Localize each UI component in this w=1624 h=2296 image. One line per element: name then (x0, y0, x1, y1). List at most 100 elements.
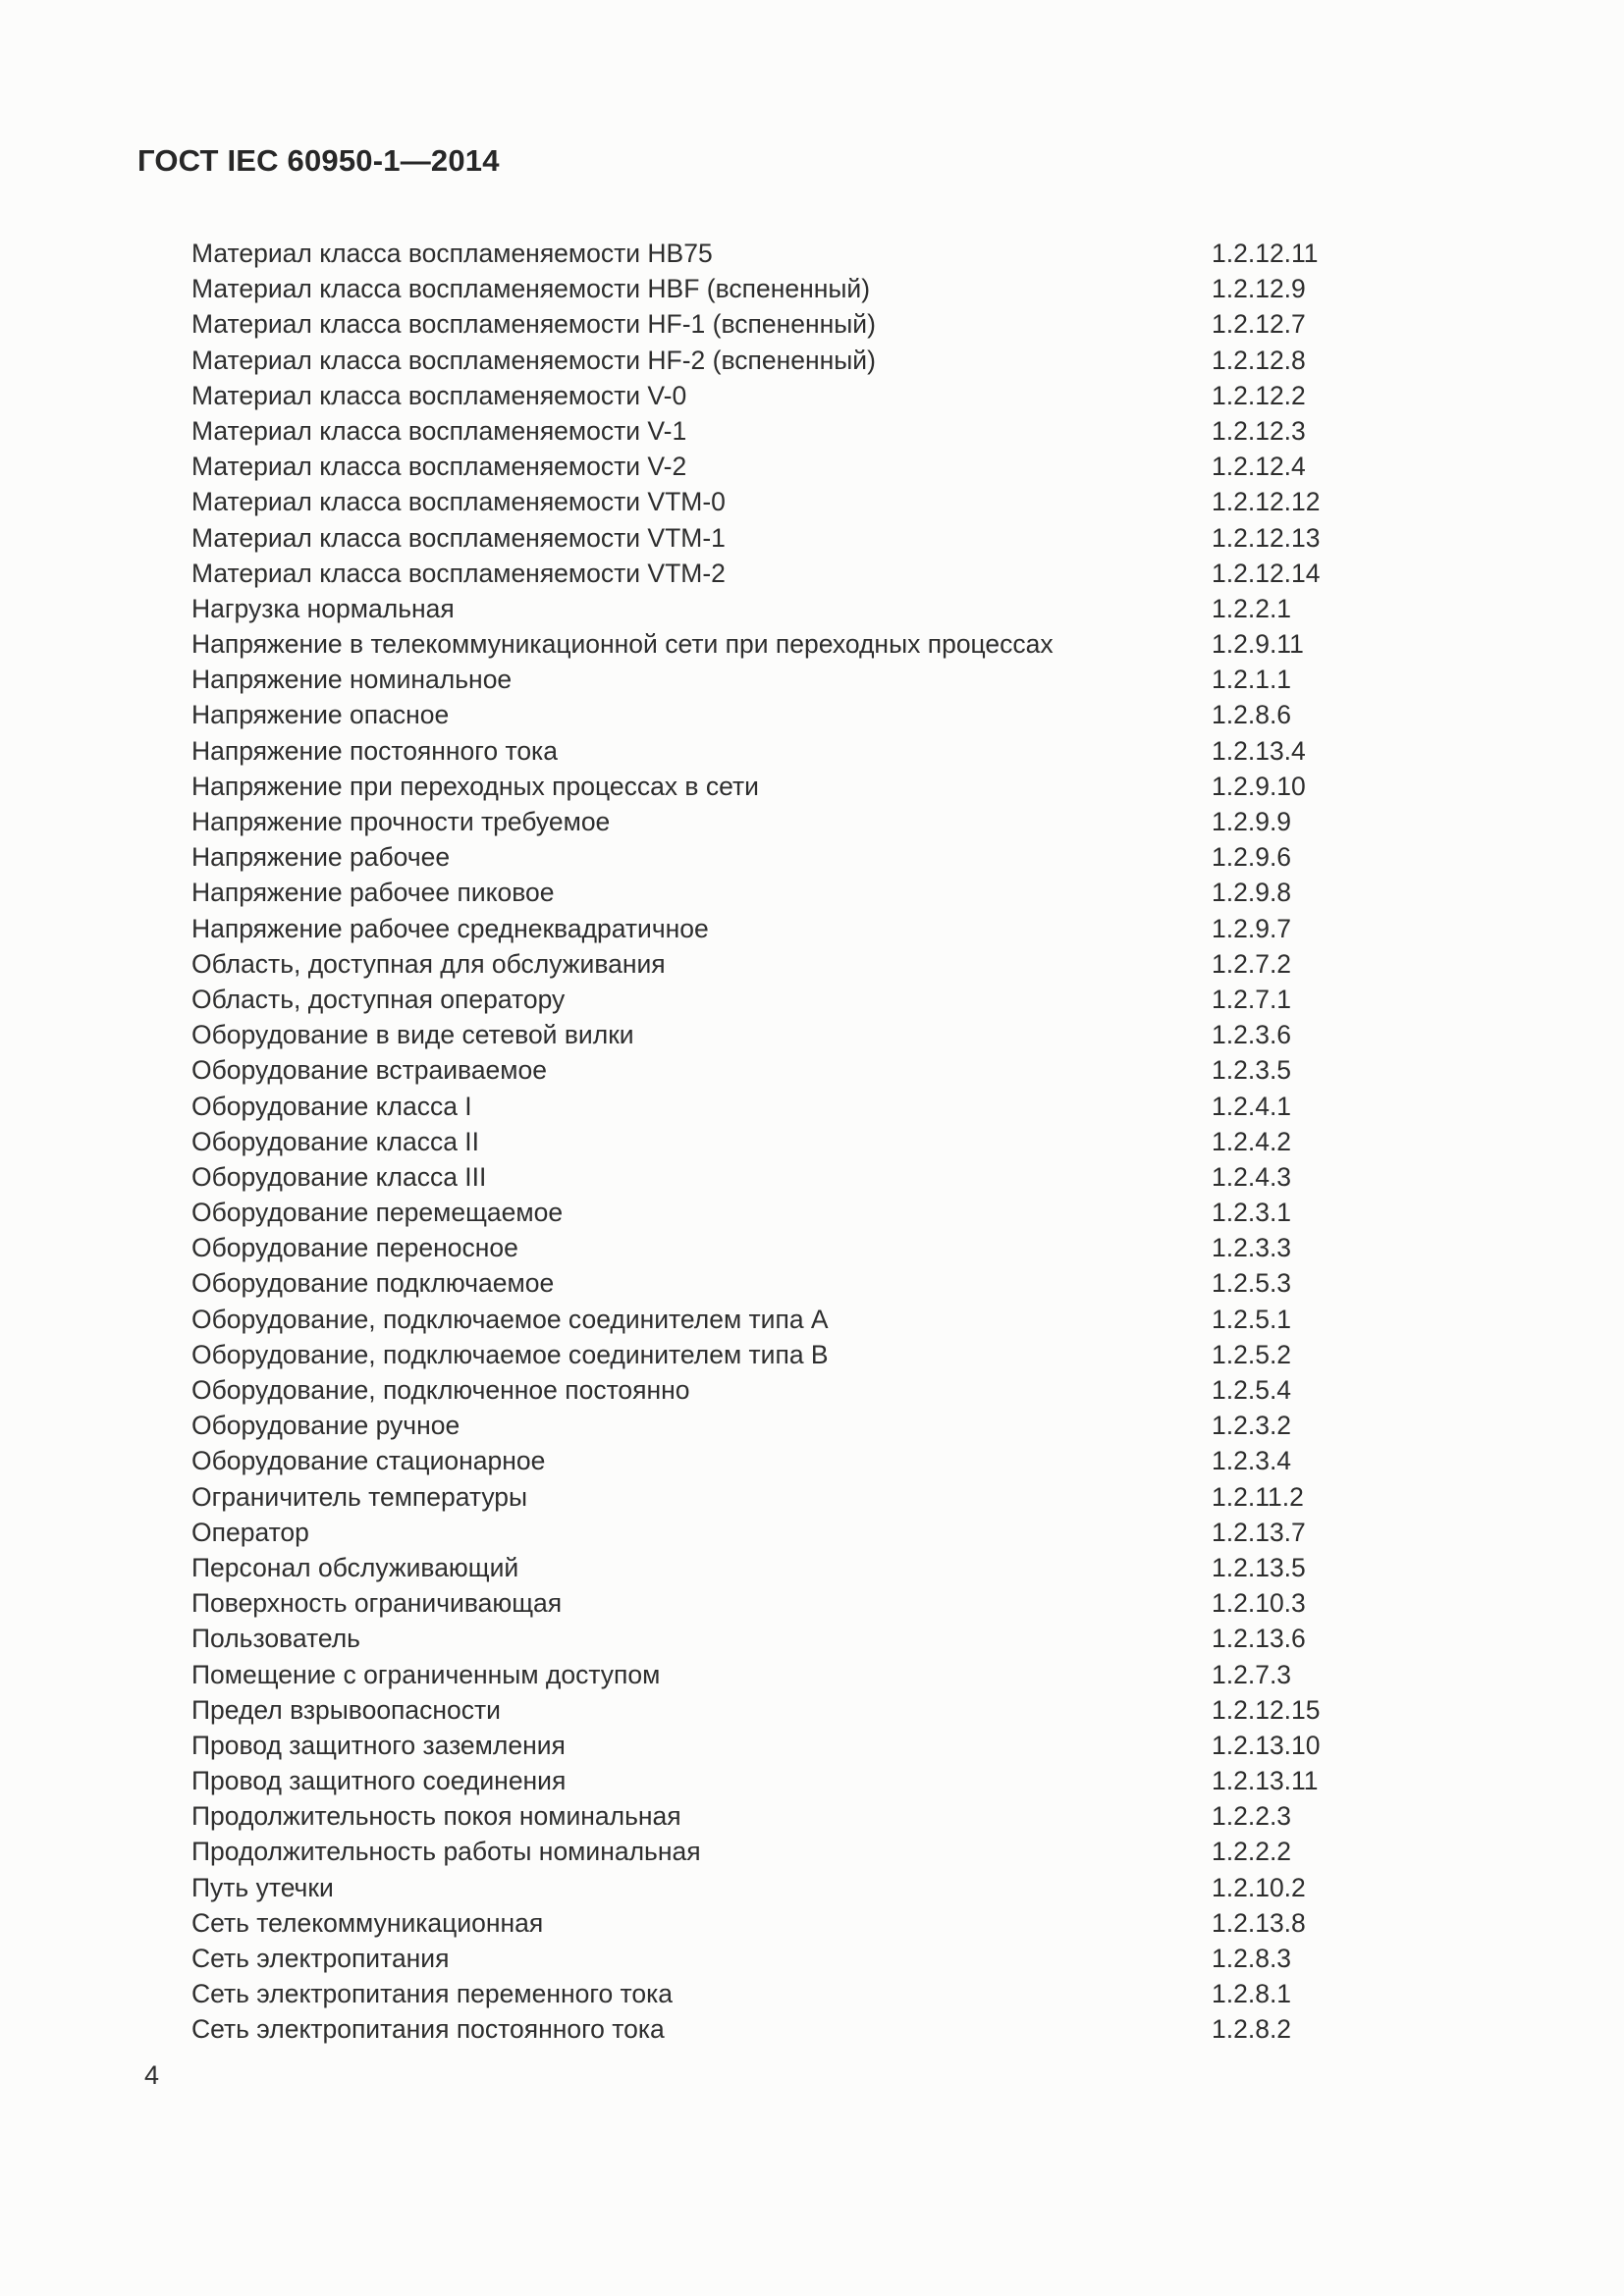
section-ref: 1.2.9.6 (1212, 842, 1292, 873)
section-ref: 1.2.4.1 (1212, 1091, 1292, 1121)
section-ref: 1.2.5.1 (1212, 1304, 1292, 1334)
section-ref: 1.2.3.5 (1212, 1055, 1292, 1086)
term-label: Напряжение рабочее среднеквадратичное (191, 913, 709, 943)
index-entry: Провод защитного заземления 1.2.13.10 (191, 1728, 1586, 1763)
section-ref: 1.2.12.15 (1212, 1694, 1321, 1725)
term-label: Провод защитного заземления (191, 1730, 566, 1760)
section-ref: 1.2.8.1 (1212, 1979, 1292, 2009)
term-label: Область, доступная оператору (191, 984, 566, 1014)
section-ref: 1.2.4.2 (1212, 1126, 1292, 1156)
document-header: ГОСТ IEC 60950-1—2014 (137, 143, 500, 178)
index-entry: Ограничитель температуры 1.2.11.2 (191, 1479, 1586, 1515)
term-label: Сеть электропитания постоянного тока (191, 2014, 665, 2045)
index-entry: Оборудование, подключаемое соединителем … (191, 1337, 1586, 1372)
index-entry: Материал класса воспламеняемости HF-2 (в… (191, 343, 1586, 378)
section-ref: 1.2.13.7 (1212, 1517, 1306, 1547)
term-label: Путь утечки (191, 1872, 334, 1902)
term-label: Сеть электропитания переменного тока (191, 1979, 674, 2009)
term-label: Оборудование, подключаемое соединителем … (191, 1304, 829, 1334)
term-label: Пользователь (191, 1624, 360, 1654)
index-entry: Оборудование встраиваемое 1.2.3.5 (191, 1052, 1586, 1088)
term-label: Оборудование стационарное (191, 1446, 546, 1476)
term-label: Продолжительность покоя номинальная (191, 1801, 681, 1832)
term-label: Напряжение в телекоммуникационной сети п… (191, 629, 1054, 660)
term-label: Поверхность ограничивающая (191, 1588, 563, 1619)
index-entry: Напряжение постоянного тока 1.2.13.4 (191, 733, 1586, 769)
index-entry: Оборудование, подключаемое соединителем … (191, 1302, 1586, 1337)
term-label: Провод защитного соединения (191, 1766, 567, 1796)
index-entry: Напряжение рабочее 1.2.9.6 (191, 839, 1586, 875)
term-label: Оборудование, подключаемое соединителем … (191, 1339, 829, 1369)
term-label: Напряжение постоянного тока (191, 735, 558, 766)
index-entry: Оборудование класса III 1.2.4.3 (191, 1159, 1586, 1195)
section-ref: 1.2.8.3 (1212, 1944, 1292, 1973)
index-entry: Продолжительность работы номинальная 1.2… (191, 1834, 1586, 1869)
term-label: Персонал обслуживающий (191, 1552, 519, 1582)
index-entry: Материал класса воспламеняемости HBF (вс… (191, 271, 1586, 306)
section-ref: 1.2.12.4 (1212, 452, 1306, 482)
section-ref: 1.2.12.9 (1212, 274, 1306, 304)
index-entry: Персонал обслуживающий 1.2.13.5 (191, 1550, 1586, 1585)
index-entry: Оборудование перемещаемое 1.2.3.1 (191, 1195, 1586, 1230)
section-ref: 1.2.3.4 (1212, 1446, 1292, 1476)
term-label: Оборудование переносное (191, 1233, 518, 1263)
index-entry: Материал класса воспламеняемости HF-1 (в… (191, 306, 1586, 342)
section-ref: 1.2.2.3 (1212, 1801, 1292, 1832)
section-ref: 1.2.3.1 (1212, 1198, 1292, 1228)
section-ref: 1.2.9.8 (1212, 878, 1292, 908)
index-list: Материал класса воспламеняемости HB75 1.… (191, 236, 1586, 2048)
term-label: Напряжение опасное (191, 700, 450, 730)
index-entry: Сеть электропитания переменного тока 1.2… (191, 1976, 1586, 2011)
term-label: Оператор (191, 1517, 309, 1547)
index-entry: Материал класса воспламеняемости VTM-2 1… (191, 556, 1586, 591)
section-ref: 1.2.12.11 (1212, 239, 1319, 268)
index-entry: Напряжение прочности требуемое 1.2.9.9 (191, 804, 1586, 839)
section-ref: 1.2.3.6 (1212, 1020, 1292, 1050)
page-number: 4 (144, 2060, 160, 2090)
term-label: Материал класса воспламеняемости HB75 (191, 239, 713, 268)
term-label: Напряжение номинальное (191, 665, 513, 695)
section-ref: 1.2.2.1 (1212, 593, 1292, 623)
section-ref: 1.2.11.2 (1212, 1481, 1304, 1512)
term-label: Оборудование подключаемое (191, 1268, 555, 1299)
term-label: Оборудование ручное (191, 1411, 460, 1441)
term-label: Напряжение рабочее пиковое (191, 878, 555, 908)
term-label: Область, доступная для обслуживания (191, 948, 666, 979)
section-ref: 1.2.10.3 (1212, 1588, 1306, 1619)
section-ref: 1.2.10.2 (1212, 1872, 1306, 1902)
term-label: Материал класса воспламеняемости VTM-2 (191, 558, 726, 588)
section-ref: 1.2.1.1 (1212, 665, 1292, 695)
term-label: Материал класса воспламеняемости V-2 (191, 452, 687, 482)
index-entry: Материал класса воспламеняемости V-2 1.2… (191, 449, 1586, 484)
section-ref: 1.2.7.1 (1212, 984, 1292, 1014)
term-label: Материал класса воспламеняемости VTM-1 (191, 522, 726, 553)
index-entry: Пользователь 1.2.13.6 (191, 1621, 1586, 1656)
index-entry: Материал класса воспламеняемости VTM-1 1… (191, 520, 1586, 556)
term-label: Материал класса воспламеняемости V-1 (191, 415, 687, 446)
term-label: Оборудование в виде сетевой вилки (191, 1020, 634, 1050)
term-label: Ограничитель температуры (191, 1481, 528, 1512)
section-ref: 1.2.5.2 (1212, 1339, 1292, 1369)
section-ref: 1.2.8.2 (1212, 2014, 1292, 2045)
index-entry: Материал класса воспламеняемости V-0 1.2… (191, 378, 1586, 413)
term-label: Оборудование класса II (191, 1126, 480, 1156)
section-ref: 1.2.13.5 (1212, 1552, 1306, 1582)
term-label: Нагрузка нормальная (191, 593, 455, 623)
index-entry: Оборудование ручное 1.2.3.2 (191, 1408, 1586, 1443)
section-ref: 1.2.5.3 (1212, 1268, 1292, 1299)
section-ref: 1.2.9.11 (1212, 629, 1304, 660)
index-entry: Предел взрывоопасности 1.2.12.15 (191, 1692, 1586, 1728)
term-label: Предел взрывоопасности (191, 1694, 501, 1725)
term-label: Сеть электропитания (191, 1944, 450, 1973)
section-ref: 1.2.5.4 (1212, 1375, 1292, 1405)
index-entry: Область, доступная для обслуживания 1.2.… (191, 946, 1586, 982)
section-ref: 1.2.8.6 (1212, 700, 1292, 730)
index-entry: Сеть электропитания 1.2.8.3 (191, 1941, 1586, 1976)
index-entry: Сеть телекоммуникационная 1.2.13.8 (191, 1905, 1586, 1941)
term-label: Оборудование класса III (191, 1161, 487, 1192)
index-entry: Путь утечки 1.2.10.2 (191, 1870, 1586, 1905)
section-ref: 1.2.9.7 (1212, 913, 1292, 943)
section-ref: 1.2.9.9 (1212, 807, 1292, 836)
term-label: Напряжение при переходных процессах в се… (191, 771, 759, 801)
term-label: Материал класса воспламеняемости VTM-0 (191, 487, 726, 517)
